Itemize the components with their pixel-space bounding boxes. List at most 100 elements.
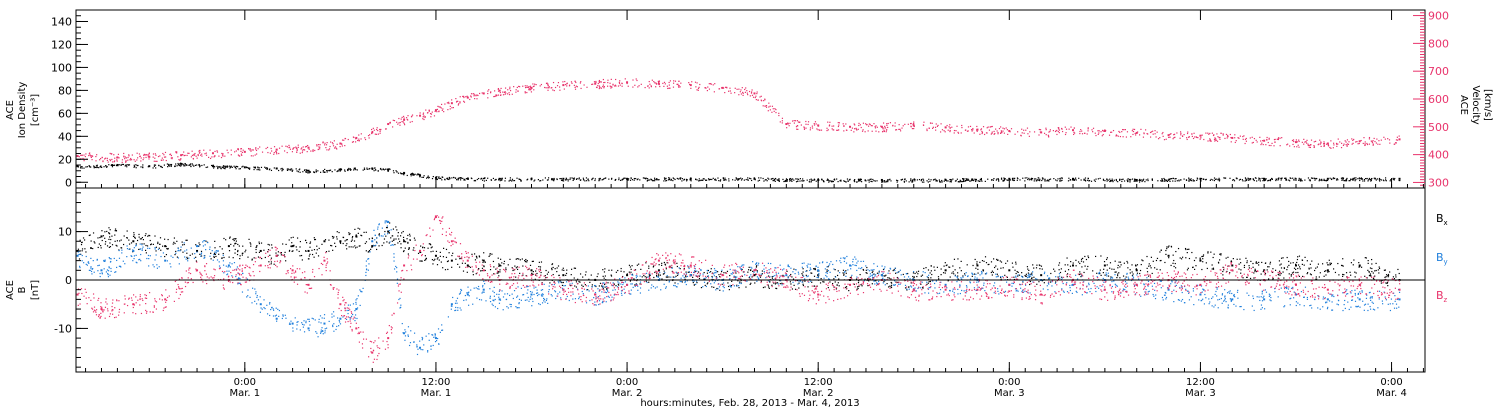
velocity-sample [247, 147, 250, 150]
density-sample [86, 166, 88, 168]
velocity-sample [319, 148, 321, 150]
density-sample [112, 164, 115, 166]
velocity-sample [1360, 139, 1362, 142]
density-sample [348, 168, 350, 171]
by-sample [825, 274, 827, 277]
density-sample [1059, 180, 1061, 182]
velocity-sample [308, 148, 310, 150]
bx-sample [823, 281, 825, 283]
velocity-sample [817, 125, 820, 127]
bx-sample [1304, 256, 1306, 258]
density-sample [1398, 179, 1400, 182]
density-sample [620, 179, 622, 182]
density-sample [386, 168, 388, 170]
bx-point [498, 264, 501, 267]
bx-sample [1087, 255, 1089, 257]
density-sample [1259, 178, 1261, 180]
density-sample [1223, 177, 1225, 179]
density-sample [995, 179, 997, 181]
density-sample [935, 180, 937, 182]
by-sample [765, 277, 767, 279]
velocity-sample [559, 89, 561, 91]
velocity-sample [624, 78, 626, 80]
velocity-sample [407, 119, 409, 121]
velocity-sample [940, 123, 942, 125]
bx-sample [1222, 270, 1224, 273]
bx-sample [700, 286, 703, 289]
density-sample [270, 169, 273, 172]
velocity-sample [658, 83, 660, 86]
bx-sample [1151, 272, 1153, 275]
velocity-sample [564, 80, 566, 83]
by-sample [716, 276, 718, 278]
velocity-sample [1371, 141, 1373, 143]
density-sample [1378, 179, 1380, 181]
density-sample [550, 179, 553, 181]
density-sample [1169, 180, 1171, 183]
velocity-point [530, 86, 533, 89]
density-sample [714, 178, 716, 180]
density-sample [1213, 179, 1216, 182]
density-sample [1094, 180, 1096, 182]
bx-sample [1248, 267, 1251, 269]
velocity-sample [648, 87, 650, 89]
bx-sample [309, 241, 312, 243]
density-sample [844, 180, 846, 183]
velocity-sample [1132, 133, 1134, 136]
density-sample [856, 181, 858, 183]
velocity-sample [603, 81, 605, 84]
density-sample [663, 180, 665, 182]
by-sample [536, 294, 539, 297]
velocity-sample [1277, 138, 1279, 140]
density-sample [1151, 179, 1153, 181]
by-sample [721, 269, 723, 271]
density-sample [785, 178, 788, 180]
velocity-sample [1389, 142, 1391, 144]
velocity-sample [991, 132, 993, 134]
velocity-sample [1274, 138, 1276, 141]
by-sample [780, 280, 782, 282]
density-sample [1263, 179, 1265, 181]
bx-sample [610, 275, 613, 277]
bx-sample [977, 268, 979, 270]
velocity-point [434, 109, 437, 112]
bx-point [482, 259, 485, 262]
density-sample [839, 180, 841, 182]
velocity-sample [579, 82, 581, 84]
by-sample [547, 291, 550, 293]
density-sample [1169, 179, 1171, 181]
bx-sample [428, 243, 430, 245]
bx-sample [253, 257, 255, 259]
velocity-sample [864, 131, 866, 133]
density-sample [967, 179, 969, 181]
density-sample [1311, 177, 1314, 179]
velocity-sample [1081, 130, 1083, 132]
density-sample [959, 179, 961, 181]
velocity-sample [868, 123, 870, 125]
velocity-sample [618, 82, 621, 84]
bx-sample [1132, 273, 1134, 275]
by-sample [493, 295, 496, 297]
velocity-sample [837, 129, 839, 131]
bx-sample [339, 241, 342, 243]
velocity-sample [328, 149, 330, 151]
bx-sample [1187, 248, 1189, 251]
velocity-sample [157, 155, 160, 158]
density-sample [724, 178, 726, 181]
bx-sample [1227, 256, 1229, 258]
density-sample [176, 165, 178, 167]
velocity-sample [607, 79, 609, 81]
density-sample [672, 177, 674, 179]
velocity-sample [837, 122, 839, 124]
density-sample [256, 169, 258, 171]
density-sample [93, 165, 95, 167]
velocity-point [1231, 136, 1234, 139]
by-point [482, 288, 485, 291]
by-sample [318, 318, 320, 321]
density-sample [1275, 178, 1277, 181]
by-sample [1277, 296, 1279, 298]
density-sample [654, 180, 656, 182]
bx-sample [1201, 268, 1203, 271]
bx-sample [425, 257, 428, 260]
